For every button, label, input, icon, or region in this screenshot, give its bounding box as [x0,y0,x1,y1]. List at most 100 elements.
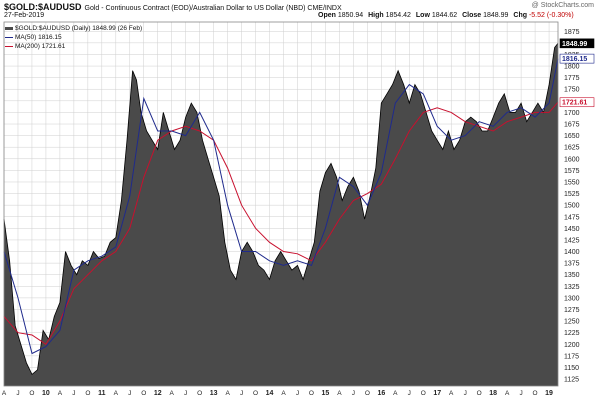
svg-text:1721.61: 1721.61 [562,100,587,107]
low-label: Low [415,12,430,19]
y-tick-label: 1275 [564,307,580,314]
x-tick-label: 16 [377,390,385,397]
y-tick-label: 1775 [564,75,580,82]
legend-ma200-label: MA(200) 1721.61 [15,43,66,50]
y-tick-label: 1175 [564,353,579,360]
y-tick-label: 1250 [564,319,580,326]
high-value: 1854.42 [385,12,411,19]
y-tick-label: 1200 [564,342,580,349]
svg-text:1848.99: 1848.99 [562,41,587,48]
x-tick-label: A [58,390,63,397]
x-tick-label: 10 [42,390,50,397]
y-tick-label: 1425 [564,237,580,244]
x-tick-label: O [421,390,426,397]
x-tick-label: O [253,390,258,397]
legend-ma50-label: MA(50) 1816.15 [15,34,62,41]
open-value: 1850.94 [337,12,364,19]
x-tick-label: J [408,390,411,397]
x-tick-label: A [170,390,175,397]
x-tick-label: A [114,390,119,397]
y-tick-label: 1675 [564,122,580,129]
x-tick-label: O [141,390,146,397]
x-tick-label: O [365,390,370,397]
x-tick-label: 19 [545,390,553,397]
chart-frame [3,21,559,387]
x-tick-label: 15 [322,390,330,397]
y-tick-label: 1525 [564,191,580,198]
y-tick-label: 1600 [564,156,580,163]
legend-main: $GOLD:$AUDUSD (Daily) 1848.99 (26 Feb) [5,24,142,33]
y-tick-label: 1375 [564,261,580,268]
y-tick-label: 1625 [564,145,580,152]
x-tick-label: O [85,390,90,397]
date-label: 27-Feb-2019 [4,12,45,19]
svg-text:1816.15: 1816.15 [562,56,587,63]
close-label: Close [462,12,482,19]
main-swatch-icon [5,26,13,30]
x-tick-label: J [184,390,187,397]
high-label: High [368,12,384,19]
legend-ma200: MA(200) 1721.61 [5,42,142,51]
x-tick-label: A [225,390,230,397]
y-axis: 1125 1150 1175 1200 1225 1250 1275 1300 1325 1350… [564,29,580,384]
open-label: Open [318,12,336,19]
y-tick-label: 1550 [564,179,580,186]
y-tick-label: 1475 [564,214,580,221]
x-tick-label: J [464,390,467,397]
symbol-label: $GOLD:$AUDUSD [4,2,82,12]
x-tick-label: J [352,390,355,397]
x-tick-label: A [281,390,286,397]
y-tick-label: 1450 [564,226,580,233]
x-tick-label: J [519,390,522,397]
x-tick-label: J [128,390,131,397]
y-tick-label: 1325 [564,284,580,291]
x-tick-label: J [16,390,19,397]
last-value-labels: 1848.99 1816.15 1721.61 [559,38,595,108]
low-value: 1844.62 [431,12,458,19]
x-tick-label: 14 [266,390,274,397]
x-tick-label: O [197,390,202,397]
x-tick-label: 13 [210,390,218,397]
ohlc-readout: Open 1850.94 High 1854.42 Low 1844.62 Cl… [318,12,577,19]
x-tick-label: O [533,390,538,397]
x-tick-label: A [337,390,342,397]
legend-main-label: $GOLD:$AUDUSD (Daily) 1848.99 (26 Feb) [15,25,143,32]
x-axis: A J O 10 A J O 11 A J O 12 A J O 13 A J O 14 A J O 15 A J O 16 A J O 17… [2,390,553,397]
ma50-swatch-icon [5,36,13,38]
y-tick-label: 1125 [564,377,579,384]
description-label: Gold - Continuous Contract (EOD)/Austral… [84,5,342,12]
y-tick-label: 1650 [564,133,580,140]
y-tick-label: 1150 [564,365,579,372]
ma200-value-tag: 1721.61 [559,97,595,108]
x-tick-label: J [240,390,243,397]
legend-ma50: MA(50) 1816.15 [5,33,142,42]
y-tick-label: 1225 [564,330,580,337]
x-tick-label: O [29,390,34,397]
x-tick-label: 18 [489,390,497,397]
chg-value: -5.52 (-0.30%) [528,12,574,19]
x-tick-label: A [2,390,7,397]
x-tick-label: O [477,390,482,397]
chg-label: Chg [513,12,527,19]
price-line [3,43,559,376]
x-tick-label: 17 [433,390,441,397]
x-tick-label: 11 [98,390,106,397]
ma200-swatch-icon [5,45,13,47]
y-tick-label: 1350 [564,272,580,279]
close-value: 1848.99 [483,12,509,19]
x-tick-label: J [296,390,299,397]
x-tick-label: O [309,390,314,397]
close-value-tag: 1848.99 [559,38,595,49]
ma50-value-tag: 1816.15 [559,53,595,64]
x-tick-label: 12 [154,390,162,397]
y-tick-label: 1750 [564,87,580,94]
y-tick-label: 1500 [564,203,580,210]
ma50-line [3,58,559,355]
y-tick-label: 1800 [564,64,580,71]
y-tick-label: 1575 [564,168,580,175]
y-tick-label: 1400 [564,249,580,256]
chart-legend: $GOLD:$AUDUSD (Daily) 1848.99 (26 Feb) M… [5,24,142,51]
chart-title: $GOLD:$AUDUSD Gold - Continuous Contract … [4,2,342,12]
y-tick-label: 1300 [564,295,580,302]
